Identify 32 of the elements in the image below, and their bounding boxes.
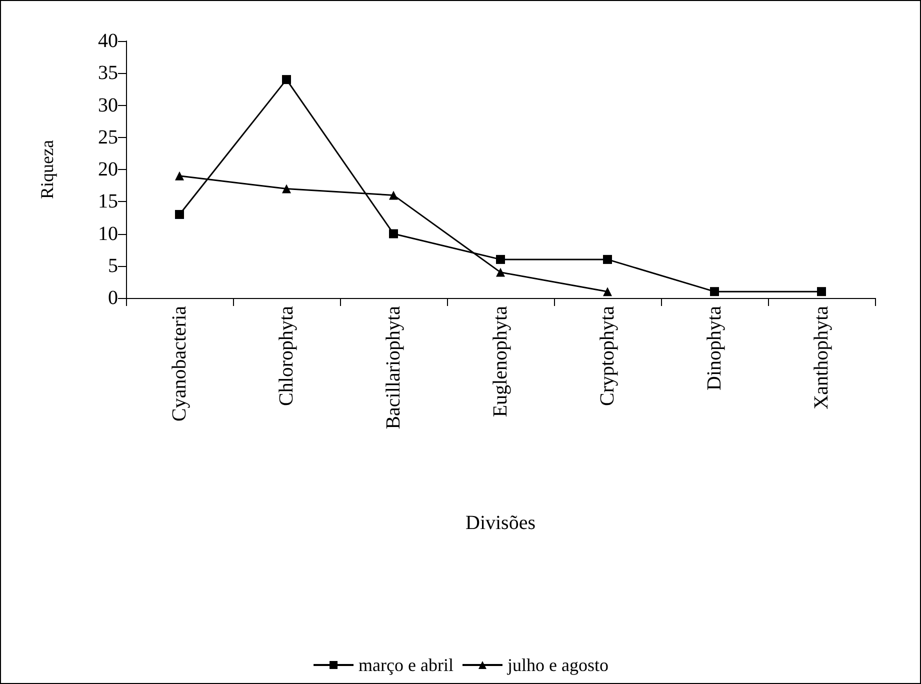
point [496, 254, 505, 264]
point [282, 184, 291, 194]
y-tick-label: 5 [108, 254, 118, 277]
legend-label: março e abril [358, 655, 454, 675]
y-axis-title: Riqueza [37, 140, 57, 199]
point [175, 171, 184, 180]
x-axis-title: Divisões [466, 512, 536, 534]
point [603, 287, 612, 296]
y-tick-label: 10 [98, 222, 118, 245]
y-tick-label: 25 [98, 126, 118, 148]
y-tick-label: 0 [108, 287, 118, 309]
x-tick-label: Cryptophyta [596, 306, 618, 406]
point [817, 287, 826, 296]
y-tick-label: 40 [98, 30, 118, 52]
x-tick-label: Chlorophyta [276, 306, 298, 406]
point [389, 229, 398, 238]
y-tick-label: 35 [98, 62, 118, 84]
point [175, 210, 184, 219]
point [282, 75, 291, 84]
point [710, 287, 719, 296]
legend-label: julho e agosto [506, 655, 608, 675]
x-tick-label: Dinophyta [704, 306, 726, 390]
x-tick-label: Bacillariophyta [382, 306, 404, 430]
x-tick-label: Cyanobacteria [168, 306, 190, 422]
point [496, 268, 505, 277]
x-tick-label: Euglenophyta [490, 306, 512, 418]
y-tick-label: 20 [98, 158, 118, 180]
point [603, 254, 612, 264]
point [389, 190, 398, 200]
y-tick-label: 15 [98, 190, 118, 213]
x-tick-label: Xanthophyta [810, 306, 832, 410]
y-tick-label: 30 [98, 94, 118, 116]
